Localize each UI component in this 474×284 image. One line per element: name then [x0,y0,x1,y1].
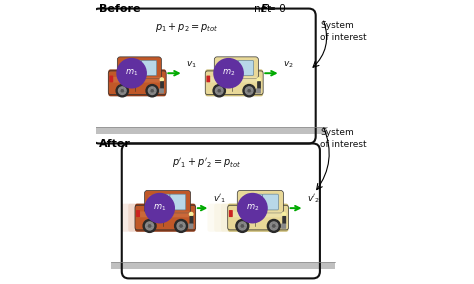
Text: $v'_1$: $v'_1$ [213,193,227,205]
Text: $v'_2$: $v'_2$ [307,193,320,205]
FancyBboxPatch shape [228,204,289,232]
Circle shape [236,220,249,232]
Circle shape [151,89,153,92]
FancyBboxPatch shape [139,211,191,217]
Text: $m_1$: $m_1$ [125,68,138,78]
FancyBboxPatch shape [214,204,275,232]
FancyBboxPatch shape [281,224,286,229]
Circle shape [238,222,246,230]
FancyBboxPatch shape [135,205,196,230]
FancyBboxPatch shape [126,60,142,75]
FancyBboxPatch shape [135,204,196,232]
Circle shape [241,225,244,227]
FancyBboxPatch shape [206,76,210,82]
FancyBboxPatch shape [118,57,161,78]
Bar [110,262,336,269]
Circle shape [213,85,225,97]
Text: Before: Before [99,4,141,14]
FancyBboxPatch shape [128,204,189,232]
Circle shape [146,222,154,230]
Text: F: F [261,4,268,14]
Circle shape [118,87,126,95]
FancyBboxPatch shape [109,76,113,82]
Ellipse shape [282,212,286,216]
Text: After: After [99,139,131,149]
FancyBboxPatch shape [223,60,238,75]
FancyBboxPatch shape [108,71,166,95]
FancyBboxPatch shape [228,205,289,230]
FancyBboxPatch shape [121,204,182,232]
Ellipse shape [190,212,193,216]
Text: $m_2$: $m_2$ [222,68,235,78]
FancyBboxPatch shape [241,195,279,201]
Circle shape [243,85,255,97]
FancyBboxPatch shape [136,210,140,217]
Circle shape [148,87,156,95]
FancyBboxPatch shape [232,211,283,217]
FancyBboxPatch shape [229,210,233,217]
FancyBboxPatch shape [210,77,258,83]
Text: System
of interest: System of interest [320,21,366,42]
FancyBboxPatch shape [141,60,156,76]
Circle shape [248,89,250,92]
FancyBboxPatch shape [256,88,261,93]
Bar [94,127,327,134]
Ellipse shape [160,78,164,81]
FancyBboxPatch shape [246,194,263,210]
FancyBboxPatch shape [263,194,278,210]
FancyBboxPatch shape [121,61,157,67]
Text: = 0: = 0 [264,4,286,14]
Circle shape [246,87,253,95]
FancyBboxPatch shape [112,77,161,83]
Circle shape [218,89,220,92]
Circle shape [145,193,174,223]
Text: $p_1 + p_2 = p_{tot}$: $p_1 + p_2 = p_{tot}$ [155,21,219,34]
Circle shape [116,85,128,97]
Text: System
of interest: System of interest [320,128,366,149]
FancyBboxPatch shape [221,204,282,232]
FancyBboxPatch shape [208,204,268,232]
Text: $v_1$: $v_1$ [186,60,197,70]
FancyBboxPatch shape [257,81,261,89]
FancyBboxPatch shape [214,57,258,78]
Circle shape [148,225,151,227]
Circle shape [117,59,146,88]
Circle shape [177,222,185,230]
Text: net: net [254,4,274,14]
Text: $p'_1 + p'_2 = p_{tot}$: $p'_1 + p'_2 = p_{tot}$ [172,156,241,170]
FancyBboxPatch shape [159,88,164,93]
Circle shape [238,193,267,223]
FancyBboxPatch shape [190,216,193,224]
FancyBboxPatch shape [154,194,170,210]
Circle shape [270,222,278,230]
Circle shape [214,59,243,88]
FancyBboxPatch shape [170,194,186,210]
Circle shape [143,220,156,232]
Text: $m_2$: $m_2$ [246,203,259,213]
FancyBboxPatch shape [282,216,286,224]
FancyBboxPatch shape [205,69,263,96]
FancyBboxPatch shape [238,60,254,76]
Ellipse shape [257,78,260,81]
FancyBboxPatch shape [160,81,164,89]
Circle shape [174,220,188,232]
FancyBboxPatch shape [205,71,263,95]
FancyBboxPatch shape [188,224,193,229]
FancyBboxPatch shape [218,61,254,67]
FancyBboxPatch shape [148,195,186,201]
FancyBboxPatch shape [237,191,283,213]
Circle shape [273,225,275,227]
Text: $v_2$: $v_2$ [283,60,294,70]
Circle shape [146,85,158,97]
Text: $m_1$: $m_1$ [153,203,166,213]
FancyBboxPatch shape [145,191,191,213]
Circle shape [267,220,280,232]
Circle shape [215,87,223,95]
Circle shape [180,225,182,227]
FancyBboxPatch shape [108,69,166,96]
Circle shape [121,89,123,92]
